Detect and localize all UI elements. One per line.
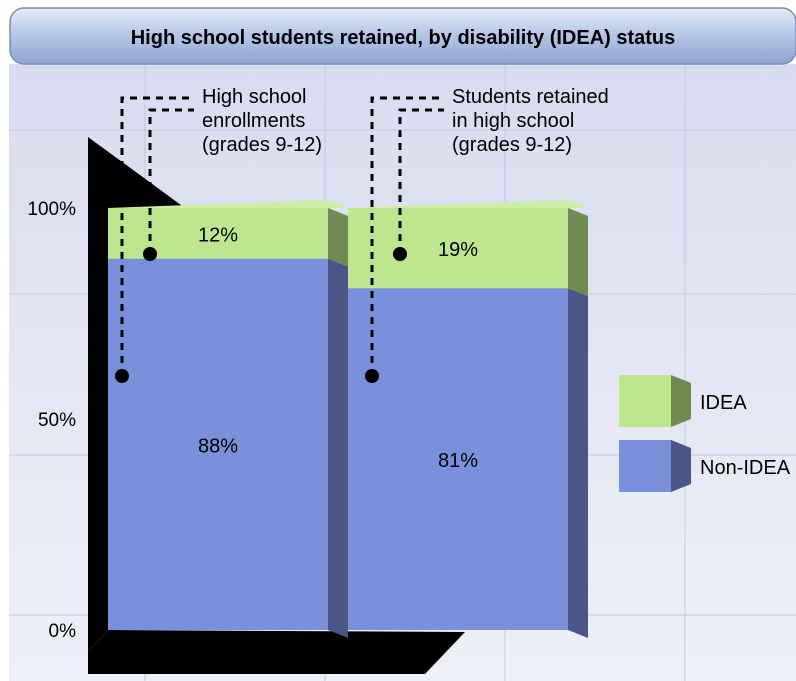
data-label: 81%	[438, 450, 478, 472]
legend: IDEA Non-IDEA	[619, 375, 791, 492]
y-tick-label: 0%	[49, 621, 77, 642]
y-tick-label: 100%	[27, 199, 76, 220]
floor	[88, 630, 465, 674]
data-label: 19%	[438, 239, 478, 261]
y-axis: 0% 50% 100%	[27, 199, 76, 642]
bar-segment-side	[328, 258, 348, 638]
callout-dot	[365, 369, 379, 383]
category-label: Students retained	[452, 86, 609, 108]
bar-segment	[348, 208, 568, 289]
data-label: 88%	[198, 435, 238, 457]
category-label: (grades 9-12)	[202, 134, 322, 156]
bar-segment-side	[328, 208, 348, 267]
category-label: High school	[202, 86, 307, 108]
data-label: 12%	[198, 224, 238, 246]
bar-segment-top	[108, 200, 348, 208]
bar-segment-side	[568, 288, 588, 638]
category-label: (grades 9-12)	[452, 134, 572, 156]
legend-label: Non-IDEA	[700, 457, 791, 479]
bars: 88% 12% 81% 19%	[108, 200, 588, 638]
callout-dot	[115, 369, 129, 383]
callout-leader	[370, 96, 444, 376]
bar-segment-top	[348, 200, 588, 208]
legend-swatch-side	[671, 440, 691, 492]
bar-segment-side	[568, 208, 588, 297]
bar-segment	[108, 258, 328, 630]
bar-segment	[348, 288, 568, 630]
chart-title: High school students retained, by disabi…	[131, 27, 676, 49]
legend-label: IDEA	[700, 392, 747, 414]
title-banner	[9, 7, 796, 65]
callout-dot	[393, 247, 407, 261]
callout-dot	[143, 247, 157, 261]
wall-side	[88, 137, 185, 652]
callout-leader	[398, 108, 444, 254]
callout-leader	[120, 96, 194, 376]
y-tick-label: 50%	[38, 410, 76, 431]
legend-swatch	[619, 375, 671, 427]
category-label: in high school	[452, 110, 574, 132]
legend-swatch	[619, 440, 671, 492]
back-wall	[88, 137, 465, 674]
category-label: enrollments	[202, 110, 305, 132]
legend-swatch-side	[671, 375, 691, 427]
chart-header: High school students retained, by disabi…	[9, 7, 796, 65]
callout-leader	[148, 108, 194, 254]
